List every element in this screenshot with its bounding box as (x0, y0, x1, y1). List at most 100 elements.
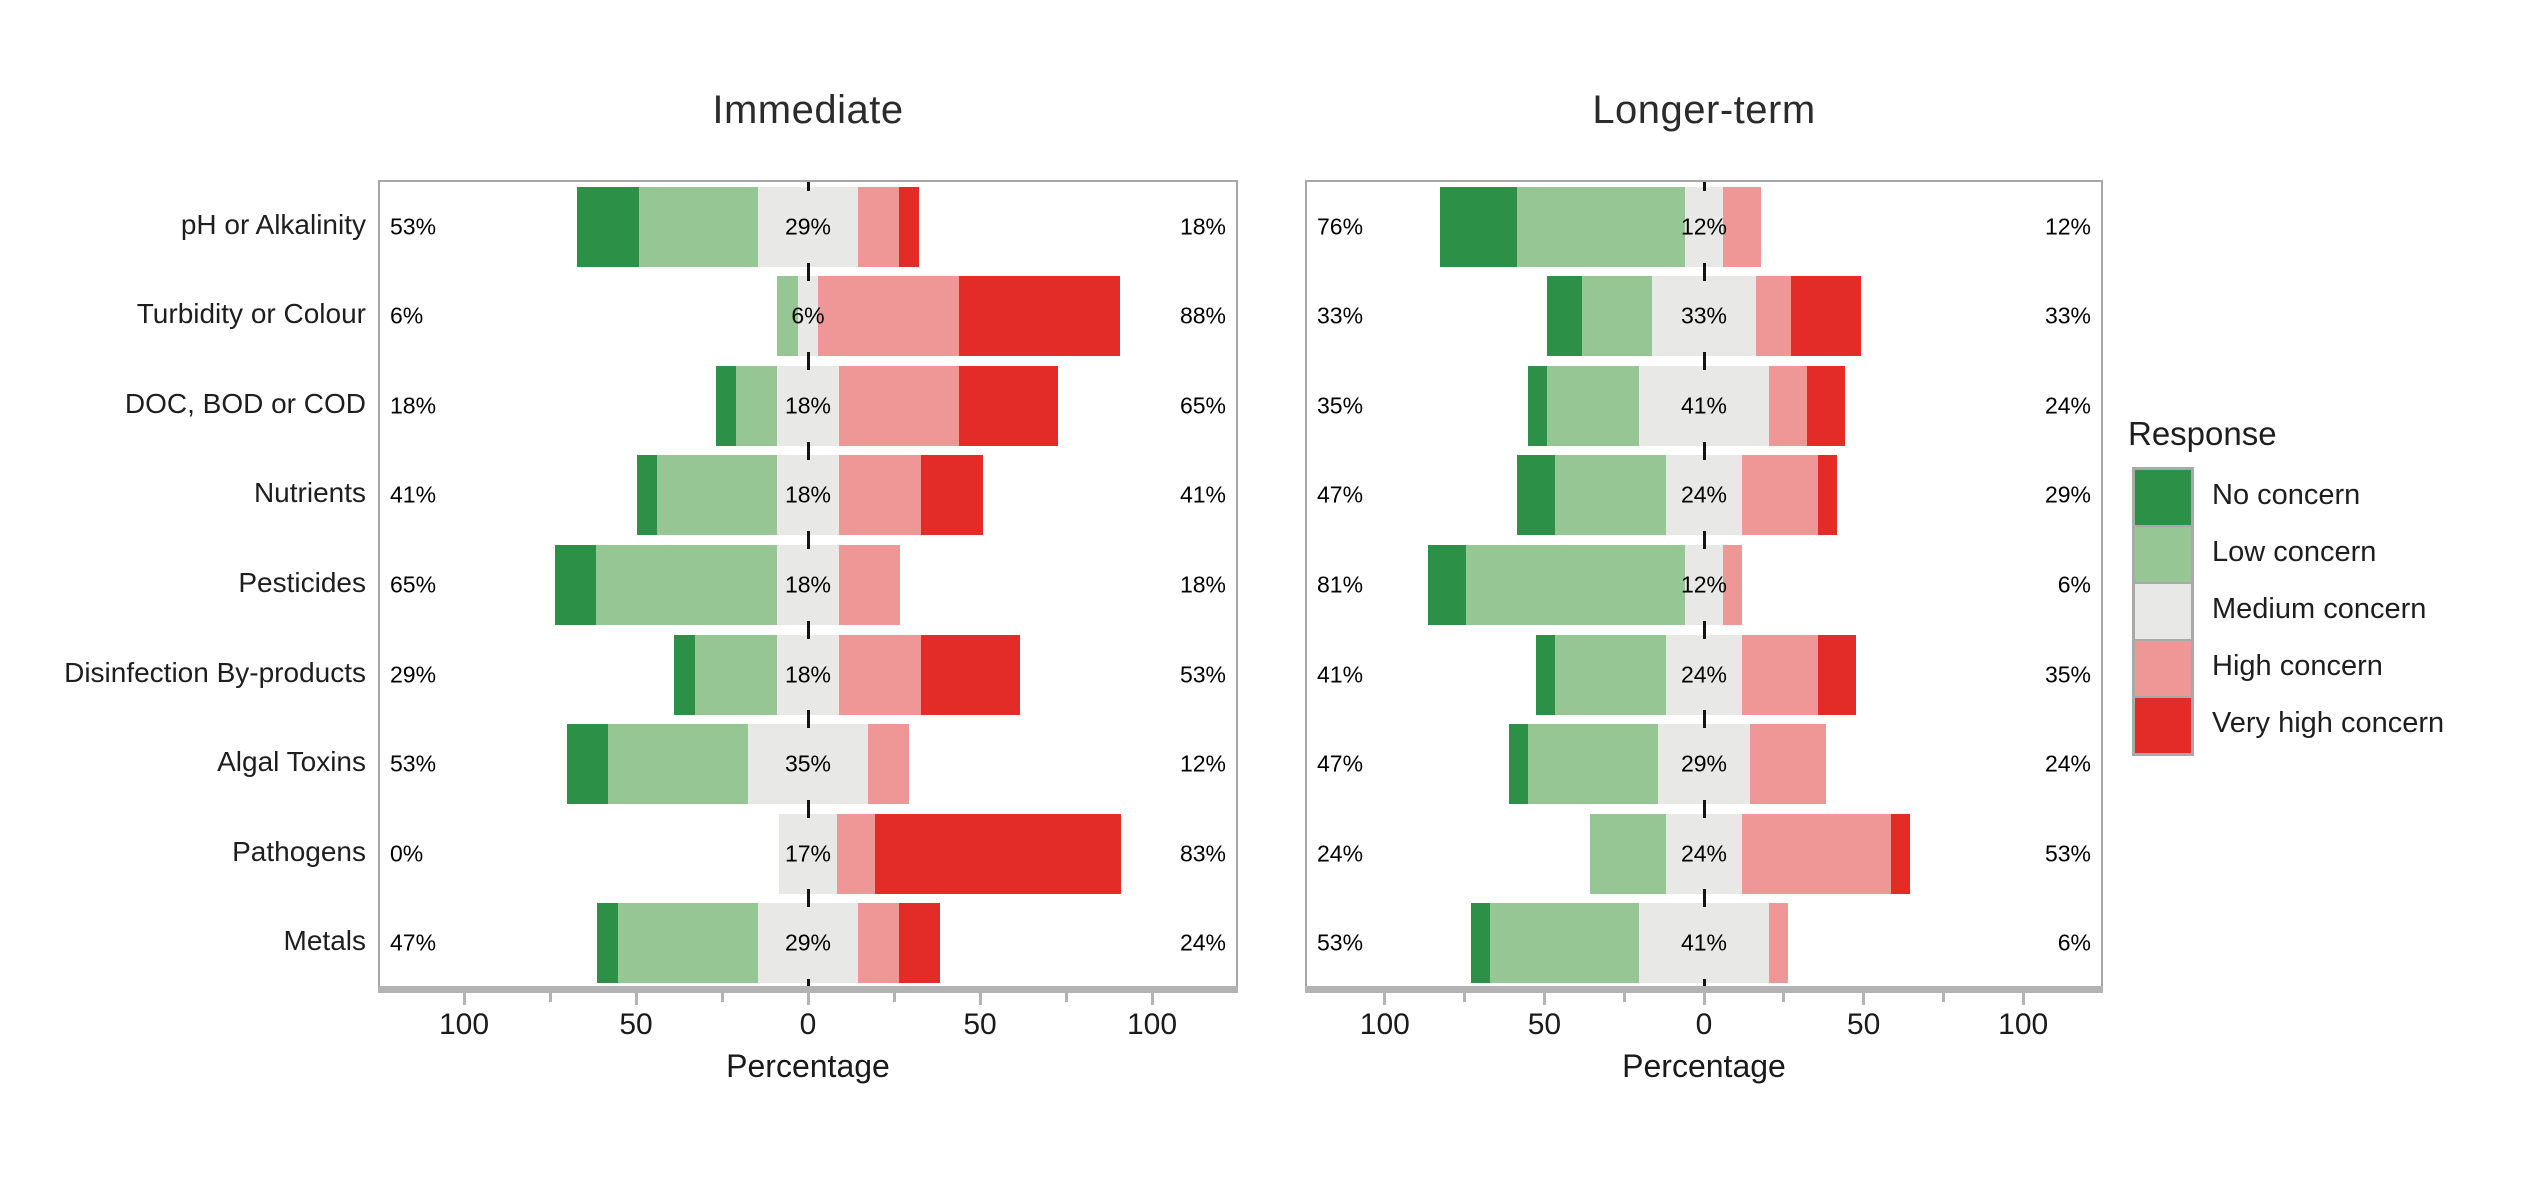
row-center-label: 29% (1680, 750, 1728, 777)
row-right-label: 18% (1179, 213, 1226, 240)
row-right-label: 6% (2057, 571, 2091, 598)
row-center-label: 24% (1680, 661, 1728, 688)
row-right-label: 65% (1179, 392, 1226, 419)
row-left-label: 6% (390, 302, 424, 329)
bar-row (1307, 545, 2101, 625)
legend-label-column: No concern Low concern Medium concern High … (2212, 467, 2444, 752)
x-axis-tick-label: 100 (1998, 1008, 2049, 1041)
zero-baseline-tick (806, 262, 810, 281)
bar-segment-very-high-concern (898, 186, 920, 267)
row-left-label: 35% (1317, 392, 1364, 419)
bar-segment-medium-concern (1657, 724, 1751, 805)
bar-segment-very-high-concern (898, 903, 940, 984)
bar-segment-no-concern (1427, 545, 1466, 625)
bar-segment-low-concern (1589, 813, 1666, 894)
zero-baseline-tick (1702, 441, 1706, 460)
row-right-label: 41% (1179, 481, 1226, 508)
zero-baseline-tick (806, 531, 810, 550)
zero-baseline-tick (806, 182, 810, 191)
row-center-label: 18% (784, 661, 832, 688)
bar-segment-no-concern (1470, 903, 1490, 984)
bar-segment-no-concern (566, 724, 608, 805)
bar-segment-high-concern (1742, 455, 1819, 536)
row-left-label: 47% (1317, 481, 1364, 508)
zero-baseline-tick (1702, 889, 1706, 908)
bar-segment-very-high-concern (1791, 276, 1862, 357)
row-right-label: 18% (1179, 571, 1226, 598)
bar-segment-very-high-concern (958, 276, 1120, 357)
bar-segment-high-concern (838, 634, 921, 715)
row-center-label: 12% (1680, 571, 1728, 598)
legend-swatch-column (2132, 467, 2194, 756)
x-axis-major-tick (2021, 993, 2025, 1005)
bar-segment-medium-concern (797, 276, 819, 357)
x-axis-minor-tick (1941, 993, 1945, 1002)
row-left-label: 81% (1317, 571, 1364, 598)
zero-baseline-tick (806, 441, 810, 460)
row-center-label: 12% (1680, 213, 1728, 240)
row-left-label: 33% (1317, 302, 1364, 329)
x-axis-title-longer-term: Percentage (1622, 1048, 1786, 1084)
bar-segment-no-concern (1535, 634, 1555, 715)
bar-segment-no-concern (1440, 186, 1517, 267)
row-left-label: 18% (390, 392, 437, 419)
x-axis-minor-tick (1622, 993, 1626, 1002)
bar-segment-no-concern (576, 186, 639, 267)
bar-row (1307, 724, 2101, 805)
x-axis-tick-label: 100 (1359, 1008, 1410, 1041)
bar-segment-high-concern (838, 455, 921, 536)
bar-segment-no-concern (597, 903, 618, 984)
legend-swatch-low-concern (2135, 527, 2191, 582)
legend-label: High concern (2212, 650, 2383, 682)
bar-segment-high-concern (1769, 365, 1808, 446)
bar-segment-medium-concern (777, 365, 839, 446)
bar-segment-low-concern (1527, 724, 1658, 805)
bar-segment-medium-concern (758, 186, 858, 267)
bar-segment-low-concern (695, 634, 778, 715)
row-left-label: 29% (390, 661, 437, 688)
zero-baseline-tick (806, 889, 810, 908)
x-axis-major-tick (1702, 993, 1706, 1005)
zero-baseline-tick (806, 352, 810, 371)
row-center-label: 18% (784, 392, 832, 419)
legend-swatch-medium-concern (2135, 584, 2191, 639)
panel-immediate: 53% 29% 18% 6% 6% 88% 18% 18% 65% 41% 18% 41% 65% 18%… (378, 180, 1238, 986)
panel-title-longer-term: Longer-term (1592, 88, 1816, 132)
bar-segment-low-concern (617, 903, 759, 984)
row-right-label: 53% (1179, 661, 1226, 688)
row-center-label: 24% (1680, 840, 1728, 867)
bar-segment-high-concern (837, 813, 875, 894)
bar-segment-low-concern (1465, 545, 1685, 625)
row-right-label: 88% (1179, 302, 1226, 329)
bar-row (380, 813, 1236, 894)
category-axis: pH or Alkalinity Turbidity or Colour DOC, … (20, 180, 366, 986)
category-label: Algal Toxins (217, 746, 366, 778)
x-axis-tick-label: 50 (1846, 1008, 1881, 1041)
zero-baseline-tick (1702, 352, 1706, 371)
bar-segment-high-concern (838, 545, 901, 625)
row-center-label: 17% (784, 840, 832, 867)
row-left-label: 47% (390, 929, 437, 956)
bar-segment-high-concern (1723, 545, 1743, 625)
x-axis-tick-label: 50 (619, 1008, 653, 1041)
row-center-label: 33% (1680, 302, 1728, 329)
zero-baseline-tick (1702, 710, 1706, 729)
bar-segment-very-high-concern (958, 365, 1058, 446)
legend: Response No concern Low concern Medium con… (2128, 415, 2518, 756)
legend-label: No concern (2212, 479, 2361, 511)
bar-segment-medium-concern (1665, 455, 1743, 536)
row-right-label: 24% (2044, 392, 2091, 419)
bar-segment-low-concern (657, 455, 778, 536)
bar-segment-no-concern (554, 545, 596, 625)
row-right-label: 29% (2044, 481, 2091, 508)
x-axis-minor-tick (1782, 993, 1786, 1002)
row-right-label: 33% (2044, 302, 2091, 329)
bar-row (1307, 813, 2101, 894)
bar-segment-low-concern (777, 276, 798, 357)
row-right-label: 12% (1179, 750, 1226, 777)
bar-segment-no-concern (674, 634, 695, 715)
bar-segment-high-concern (867, 724, 909, 805)
category-label: Disinfection By-products (64, 656, 366, 688)
bar-row (1307, 903, 2101, 984)
row-left-label: 47% (1317, 750, 1364, 777)
